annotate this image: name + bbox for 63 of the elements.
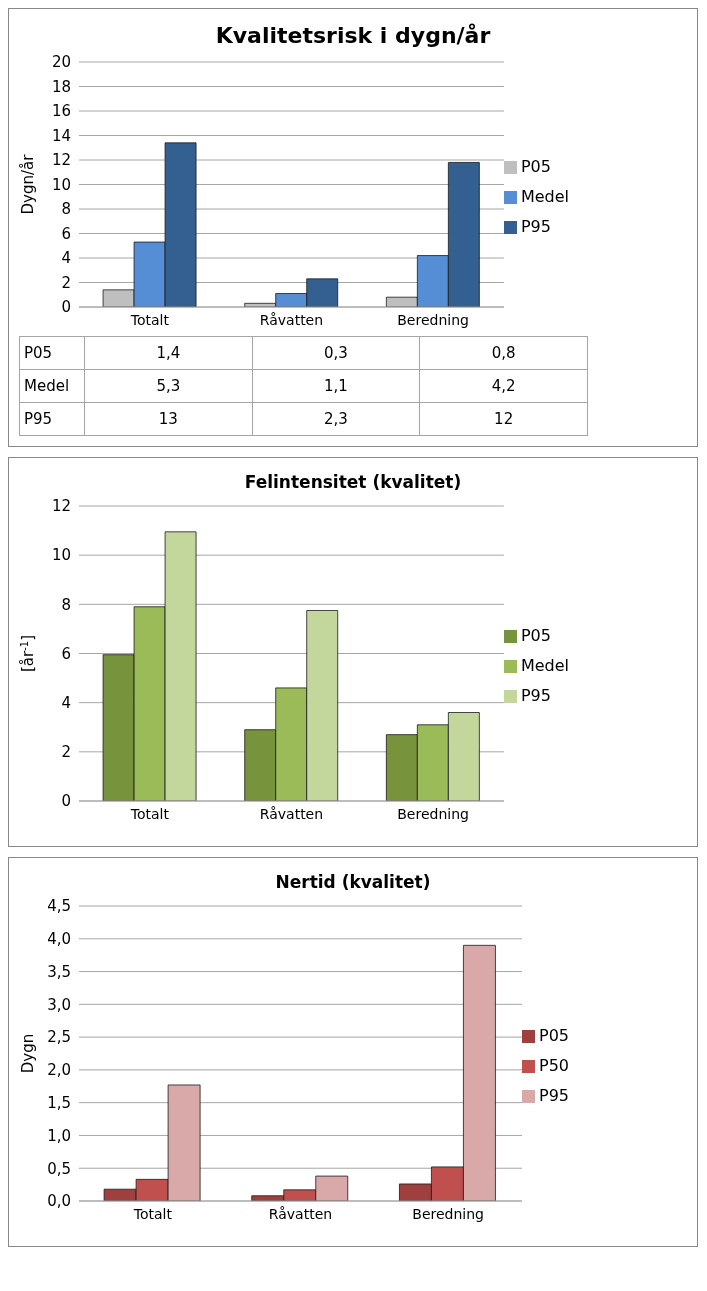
y-tick-label: 4: [61, 693, 71, 712]
data-label: 13: [84, 402, 253, 436]
text: P95: [24, 410, 53, 428]
y-tick-label: 10: [51, 546, 71, 565]
y-tick-label: 8: [61, 200, 71, 219]
chart-title: Nertid (kvalitet): [274, 872, 432, 892]
data-label: 12: [419, 402, 588, 436]
y-axis-title: Dygn/år: [19, 153, 37, 215]
x-tick-label: Råvatten: [259, 311, 324, 328]
chart-title: Felintensitet (kvalitet): [243, 472, 463, 492]
legend-label: Medel: [520, 187, 569, 206]
data-label: 5,3: [84, 369, 253, 403]
x-tick-label: Totalt: [129, 311, 170, 328]
y-tick-label: 1,0: [47, 1126, 71, 1145]
y-tick-label: 0: [61, 298, 71, 317]
data-label: 1,4: [84, 336, 253, 370]
x-tick-label: Beredning: [397, 805, 469, 822]
legend-label: P05: [538, 1026, 569, 1045]
legend-label: P05: [520, 626, 551, 645]
y-tick-label: 4,5: [47, 897, 71, 916]
data-label: 1,1: [252, 369, 420, 403]
legend-label: P95: [520, 217, 551, 236]
data-label: 4,2: [419, 369, 588, 403]
y-tick-label: 1,5: [47, 1093, 71, 1112]
y-tick-label: 3,5: [47, 962, 71, 981]
y-axis-title: Dygn: [19, 1033, 37, 1074]
chart-title: Kvalitetsrisk i dygn/år: [214, 23, 492, 48]
legend-label: P05: [520, 157, 551, 176]
data-label: 2,3: [252, 402, 420, 436]
y-tick-label: 12: [51, 497, 71, 516]
x-tick-label: Totalt: [129, 805, 170, 822]
x-tick-label: Beredning: [412, 1205, 485, 1222]
x-tick-label: Totalt: [132, 1205, 173, 1222]
y-tick-label: 20: [51, 53, 71, 72]
y-tick-label: 4: [61, 249, 71, 268]
y-tick-label: 6: [61, 224, 71, 243]
y-tick-label: 12: [51, 151, 71, 170]
y-tick-label: 6: [61, 644, 71, 663]
y-tick-label: 0,0: [47, 1192, 71, 1211]
y-tick-label: 2,0: [47, 1061, 71, 1080]
y-tick-label: 4,0: [47, 930, 71, 949]
text: P05: [24, 344, 53, 362]
legend-label: P95: [538, 1086, 569, 1105]
y-tick-label: 3,0: [47, 995, 71, 1014]
y-tick-label: 0,5: [47, 1159, 71, 1178]
y-tick-label: 18: [51, 77, 71, 96]
x-tick-label: Råvatten: [268, 1205, 333, 1222]
text: Medel: [24, 377, 70, 395]
x-tick-label: Råvatten: [259, 805, 324, 822]
y-tick-label: 2: [61, 743, 71, 762]
y-tick-label: 10: [51, 175, 71, 194]
legend-label: P95: [520, 686, 551, 705]
legend-label: P50: [538, 1056, 569, 1075]
data-label: 0,3: [252, 336, 420, 370]
y-tick-label: 16: [51, 102, 71, 121]
y-tick-label: 0: [61, 792, 71, 811]
x-tick-label: Beredning: [397, 311, 469, 328]
y-tick-label: 2,5: [47, 1028, 71, 1047]
legend-label: Medel: [520, 656, 569, 675]
y-tick-label: 8: [61, 595, 71, 614]
y-tick-label: 14: [51, 126, 71, 145]
data-label: 0,8: [419, 336, 588, 370]
y-tick-label: 2: [61, 273, 71, 292]
